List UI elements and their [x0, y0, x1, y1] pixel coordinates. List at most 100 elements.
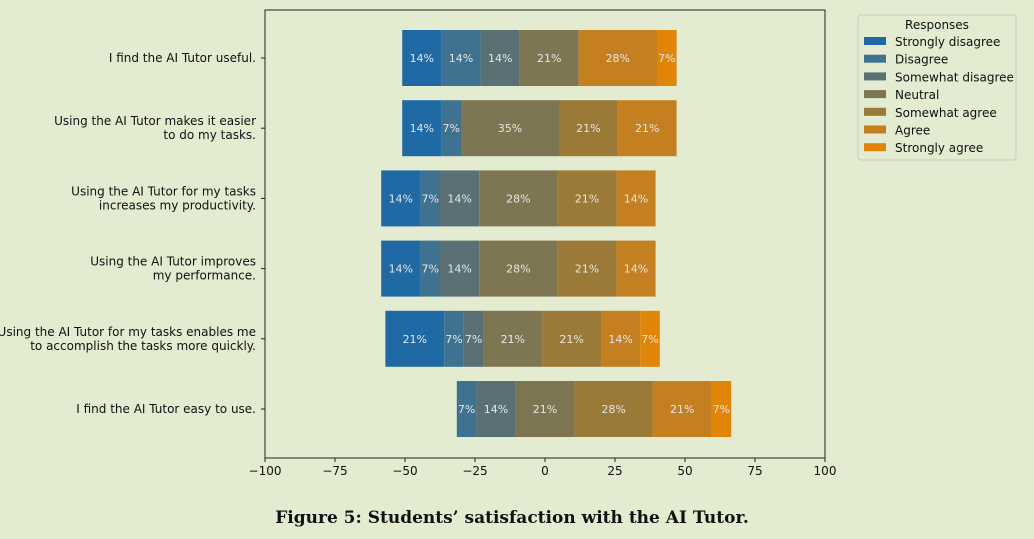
bar-value-label: 14%: [608, 333, 632, 346]
bar-value-label: 21%: [576, 122, 600, 135]
bar-value-label: 14%: [389, 263, 413, 276]
bar-segment: [441, 100, 461, 157]
bar-value-label: 7%: [421, 192, 438, 205]
bar-segment: [557, 240, 617, 297]
bar-segment: [402, 30, 442, 86]
bar-value-label: 14%: [410, 52, 434, 65]
bar-value-label: 28%: [506, 263, 530, 276]
bar-value-label: 21%: [635, 122, 659, 135]
x-tick-label: 50: [677, 464, 692, 478]
bar-value-label: 7%: [658, 52, 675, 65]
legend-entry: Neutral: [895, 88, 939, 102]
figure-caption: Figure 5: Students’ satisfaction with th…: [275, 508, 749, 528]
category-label: Using the AI Tutor improves: [90, 255, 256, 269]
x-tick-label: −50: [392, 464, 417, 478]
legend-entry: Agree: [895, 124, 930, 138]
bar-value-label: 14%: [447, 263, 471, 276]
bar-segment: [542, 310, 601, 367]
legend-entry: Somewhat agree: [895, 106, 997, 120]
bar-segment: [441, 30, 481, 86]
x-tick-label: −75: [322, 464, 347, 478]
bar-value-label: 7%: [641, 333, 658, 346]
bar-value-label: 7%: [458, 403, 475, 416]
bar-value-label: 14%: [447, 192, 471, 205]
bar-segment: [440, 170, 480, 227]
bar-segment: [519, 30, 579, 86]
category-label: I find the AI Tutor useful.: [109, 51, 256, 65]
bar-segment: [640, 310, 660, 367]
legend-entry: Strongly disagree: [895, 35, 1000, 49]
bar-value-label: 21%: [501, 333, 525, 346]
bar-value-label: 7%: [713, 403, 730, 416]
bar-segment: [402, 100, 442, 157]
legend-entry: Strongly agree: [895, 141, 983, 155]
bar-value-label: 7%: [465, 333, 482, 346]
bar-value-label: 14%: [624, 192, 648, 205]
category-label: Using the AI Tutor for my tasks: [71, 184, 256, 198]
bar-segment: [711, 381, 732, 437]
bar-value-label: 7%: [445, 333, 462, 346]
bar-segment: [381, 170, 421, 227]
bar-value-label: 21%: [537, 52, 561, 65]
bar-segment: [381, 240, 421, 297]
legend-swatch: [864, 90, 886, 99]
bar-value-label: 14%: [449, 52, 473, 65]
x-tick-label: 100: [814, 464, 837, 478]
bar-value-label: 21%: [533, 403, 557, 416]
legend-title: Responses: [905, 18, 969, 32]
bar-segment: [483, 310, 543, 367]
likert-chart: 14% 14% 14% 21% 28% 7% 14% 7% 35% 21% 21% 14% 7% 14% 2…: [0, 9, 1017, 478]
category-label: Using the AI Tutor makes it easier: [54, 114, 256, 128]
legend-swatch: [864, 72, 886, 81]
category-label: to do my tasks.: [163, 128, 256, 142]
category-label: my performance.: [153, 269, 256, 283]
bar-segment: [601, 310, 641, 367]
bar-value-label: 21%: [575, 192, 599, 205]
x-tick-label: 75: [747, 464, 762, 478]
bar-segment: [616, 170, 656, 227]
bar-segment: [385, 310, 445, 367]
x-tick-label: 0: [541, 464, 549, 478]
bar-segment: [476, 381, 516, 437]
bar-value-label: 28%: [606, 52, 630, 65]
bar-value-label: 28%: [601, 403, 625, 416]
bar-value-label: 28%: [506, 192, 530, 205]
bar-segment: [574, 381, 653, 437]
x-tick-label: −100: [249, 464, 282, 478]
bar-value-label: 14%: [488, 52, 512, 65]
bar-segment: [578, 30, 657, 86]
bar-value-label: 35%: [498, 122, 522, 135]
bar-value-label: 14%: [484, 403, 508, 416]
legend-swatch: [864, 54, 886, 63]
bar-value-label: 21%: [670, 403, 694, 416]
legend-swatch: [864, 143, 886, 152]
bar-segment: [515, 381, 575, 437]
bar-value-label: 7%: [421, 263, 438, 276]
category-label: I find the AI Tutor easy to use.: [76, 402, 256, 416]
bar-value-label: 14%: [389, 192, 413, 205]
bar-value-label: 14%: [624, 263, 648, 276]
bar-segment: [420, 240, 440, 297]
bar-segment: [559, 100, 618, 157]
category-label: to accomplish the tasks more quickly.: [30, 339, 256, 353]
legend-entry: Somewhat disagree: [895, 70, 1014, 84]
bar-segment: [617, 100, 677, 157]
bar-value-label: 21%: [559, 333, 583, 346]
bar-segment: [461, 100, 559, 157]
bar-segment: [444, 310, 464, 367]
bar-segment: [420, 170, 440, 227]
bar-segment: [616, 240, 656, 297]
bar-value-label: 14%: [410, 122, 434, 135]
x-tick-label: −25: [462, 464, 487, 478]
bar-segment: [480, 30, 520, 86]
bar-segment: [463, 310, 484, 367]
legend-entry: Disagree: [895, 53, 948, 67]
bar-segment: [456, 381, 477, 437]
bar-segment: [652, 381, 712, 437]
bar-segment: [657, 30, 677, 86]
bar-segment: [557, 170, 617, 227]
bar-segment: [440, 240, 480, 297]
legend-swatch: [864, 37, 886, 45]
bar-segment: [479, 240, 558, 297]
legend-swatch: [864, 125, 886, 134]
